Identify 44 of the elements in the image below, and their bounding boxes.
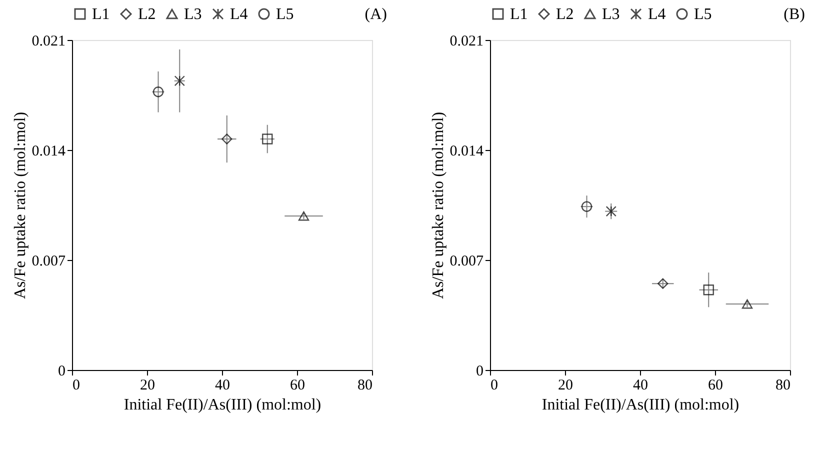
x-tick-label: 20 bbox=[558, 378, 573, 394]
legend-label: L1 bbox=[92, 6, 110, 23]
point bbox=[174, 76, 185, 86]
y-tick-label: 0 bbox=[476, 364, 484, 380]
x-tick-label: 80 bbox=[776, 378, 790, 394]
y-tick-label: 0 bbox=[58, 364, 66, 380]
x-tick-label: 60 bbox=[290, 378, 305, 394]
legend-label: L2 bbox=[138, 6, 156, 23]
point bbox=[606, 206, 616, 217]
x-axis-title: Initial Fe(II)/As(III) (mol:mol) bbox=[542, 396, 740, 414]
y-axis-title: As/Fe uptake ratio (mol:mol) bbox=[12, 112, 29, 300]
y-axis-title: As/Fe uptake ratio (mol:mol) bbox=[430, 112, 447, 300]
text: (A) bbox=[364, 6, 387, 23]
legend-label: L5 bbox=[694, 6, 712, 23]
legend-label: L4 bbox=[230, 6, 248, 23]
x-tick-label: 0 bbox=[72, 378, 80, 394]
y-tick-label: 0.014 bbox=[32, 144, 66, 160]
y-tick-label: 0.014 bbox=[450, 144, 484, 160]
point bbox=[703, 284, 714, 296]
point bbox=[742, 299, 753, 309]
point bbox=[581, 201, 592, 212]
legend-label: L3 bbox=[184, 6, 202, 23]
x-tick-label: 20 bbox=[140, 378, 155, 394]
x-tick-label: 80 bbox=[358, 378, 372, 394]
point bbox=[262, 134, 273, 144]
text: (B) bbox=[784, 6, 805, 23]
point bbox=[658, 278, 668, 289]
point bbox=[152, 86, 164, 98]
legend-label: L4 bbox=[648, 6, 666, 23]
x-tick-label: 40 bbox=[215, 378, 230, 394]
x-tick-label: 0 bbox=[490, 378, 498, 394]
x-tick-label: 40 bbox=[633, 378, 648, 394]
legend-label: L2 bbox=[556, 6, 574, 23]
y-tick-label: 0.007 bbox=[450, 254, 484, 270]
legend-label: L3 bbox=[602, 6, 620, 23]
x-axis-title: Initial Fe(II)/As(III) (mol:mol) bbox=[124, 396, 322, 414]
y-tick-label: 0.021 bbox=[32, 34, 66, 50]
y-tick-label: 0.021 bbox=[450, 34, 484, 50]
point bbox=[222, 134, 232, 144]
legend-label: L1 bbox=[510, 6, 528, 23]
y-tick-label: 0.007 bbox=[32, 254, 66, 270]
legend-label: L5 bbox=[276, 6, 294, 23]
point bbox=[298, 211, 310, 221]
x-tick-label: 60 bbox=[708, 378, 723, 394]
